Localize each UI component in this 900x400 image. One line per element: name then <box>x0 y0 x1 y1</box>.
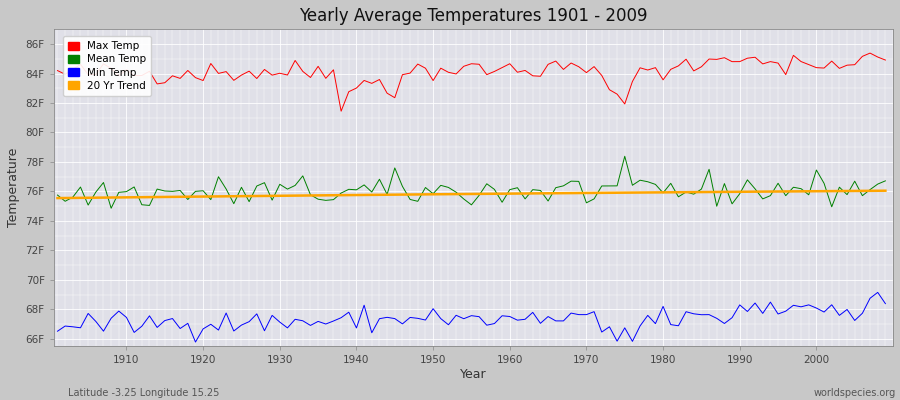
Mean Temp <box>290 183 301 188</box>
Min Temp <box>504 314 515 319</box>
Mean Temp <box>336 191 346 196</box>
Min Temp <box>512 318 523 322</box>
Max Temp <box>880 58 891 62</box>
Text: worldspecies.org: worldspecies.org <box>814 388 896 398</box>
Title: Yearly Average Temperatures 1901 - 2009: Yearly Average Temperatures 1901 - 2009 <box>299 7 648 25</box>
Mean Temp <box>880 178 891 183</box>
Mean Temp <box>504 187 515 192</box>
Line: Min Temp: Min Temp <box>58 292 886 342</box>
Mean Temp <box>122 189 132 194</box>
20 Yr Trend <box>597 190 608 195</box>
Max Temp <box>52 68 63 73</box>
Mean Temp <box>619 154 630 159</box>
Min Temp <box>880 301 891 306</box>
Min Temp <box>604 324 615 329</box>
20 Yr Trend <box>52 196 63 200</box>
Line: Mean Temp: Mean Temp <box>58 156 886 208</box>
20 Yr Trend <box>880 188 891 193</box>
Max Temp <box>504 61 515 66</box>
Mean Temp <box>52 193 63 198</box>
Legend: Max Temp, Mean Temp, Min Temp, 20 Yr Trend: Max Temp, Mean Temp, Min Temp, 20 Yr Tre… <box>63 36 151 96</box>
Min Temp <box>52 329 63 334</box>
Max Temp <box>865 51 876 56</box>
Mean Temp <box>512 185 523 190</box>
Text: Latitude -3.25 Longitude 15.25: Latitude -3.25 Longitude 15.25 <box>68 388 219 398</box>
Max Temp <box>113 73 124 78</box>
Min Temp <box>113 309 124 314</box>
Line: Max Temp: Max Temp <box>58 53 886 111</box>
Max Temp <box>336 109 346 114</box>
Min Temp <box>290 317 301 322</box>
X-axis label: Year: Year <box>460 368 487 381</box>
Min Temp <box>336 315 346 320</box>
Min Temp <box>872 290 883 295</box>
Min Temp <box>190 340 201 344</box>
Max Temp <box>282 73 292 78</box>
Mean Temp <box>604 184 615 188</box>
Y-axis label: Temperature: Temperature <box>7 148 20 228</box>
20 Yr Trend <box>328 193 339 198</box>
Max Temp <box>328 68 339 72</box>
Max Temp <box>604 87 615 92</box>
20 Yr Trend <box>504 191 515 196</box>
Line: 20 Yr Trend: 20 Yr Trend <box>58 191 886 198</box>
Max Temp <box>512 70 523 75</box>
Mean Temp <box>105 206 116 211</box>
20 Yr Trend <box>282 193 292 198</box>
20 Yr Trend <box>497 191 508 196</box>
20 Yr Trend <box>113 195 124 200</box>
